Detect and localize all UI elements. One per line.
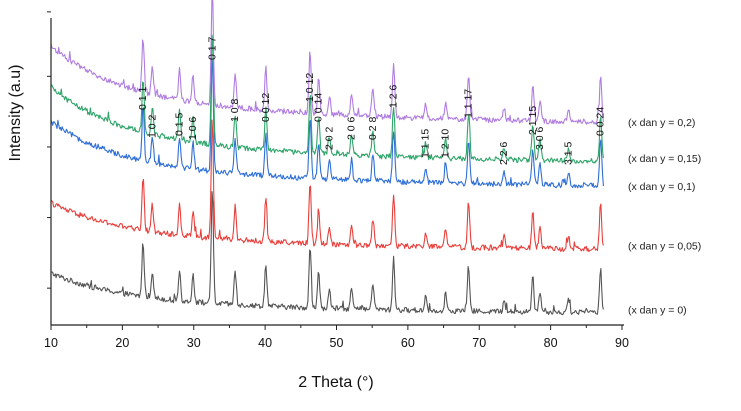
peak-label: 2 0 6 <box>346 116 358 140</box>
x-tick-label: 10 <box>44 336 58 350</box>
axes-layer: 10 20 30 40 50 60 70 80 90 <box>44 11 629 350</box>
peak-label: 3 1 5 <box>563 141 575 165</box>
x-tick-label: 90 <box>615 336 629 350</box>
peak-label: 0 1 7 <box>206 36 218 60</box>
x-tick-label: 30 <box>187 336 201 350</box>
peak-label: 0 2 8 <box>367 116 379 140</box>
peak-label: 2 1 15 <box>527 106 539 135</box>
x-tick-label: 70 <box>472 336 486 350</box>
x-tick-label: 60 <box>401 336 415 350</box>
x-tick-label: 50 <box>330 336 344 350</box>
peak-label: 1 0 12 <box>304 73 316 102</box>
peak-label: 1 0 6 <box>187 116 199 140</box>
peak-label: 3 0 6 <box>534 126 546 150</box>
peak-label: 2 0 2 <box>323 126 335 150</box>
peak-label: 1 1 15 <box>420 129 432 158</box>
peak-label: 2 2 6 <box>498 141 510 165</box>
peak-label: 0 0 24 <box>595 107 607 136</box>
peak-label: 1 0 8 <box>229 98 241 122</box>
peak-label: 1 2 6 <box>388 84 400 108</box>
x-tick-label: 40 <box>258 336 272 350</box>
series-line <box>50 119 604 253</box>
series-line <box>50 60 604 189</box>
y-axis-title: Intensity (a.u) <box>7 65 24 162</box>
series-layer <box>50 0 604 316</box>
legend-entry: (x dan y = 0,05) <box>628 240 701 252</box>
legend: (x dan y = 0) (x dan y = 0,05) (x dan y = … <box>628 117 701 316</box>
peak-label: 0 1 1 <box>137 86 149 110</box>
legend-entry: (x dan y = 0,15) <box>628 153 701 165</box>
peak-label: 0 0 12 <box>260 93 272 122</box>
peak-label: 0 0 14 <box>313 93 325 122</box>
x-tick-label: 80 <box>544 336 558 350</box>
legend-entry: (x dan y = 0) <box>628 305 687 317</box>
x-tick-label: 20 <box>115 336 129 350</box>
series-line <box>50 191 604 316</box>
peak-label: 0 1 5 <box>174 112 186 136</box>
series-line <box>50 0 604 125</box>
x-axis-title: 2 Theta (°) <box>298 374 373 391</box>
legend-entry: (x dan y = 0,2) <box>628 117 695 129</box>
peak-label: 1 1 17 <box>463 89 475 118</box>
series-line <box>50 34 604 164</box>
peak-label: 1 0 2 <box>146 114 158 138</box>
legend-entry: (x dan y = 0,1) <box>628 181 695 193</box>
peak-label: 1 2 10 <box>440 129 452 158</box>
